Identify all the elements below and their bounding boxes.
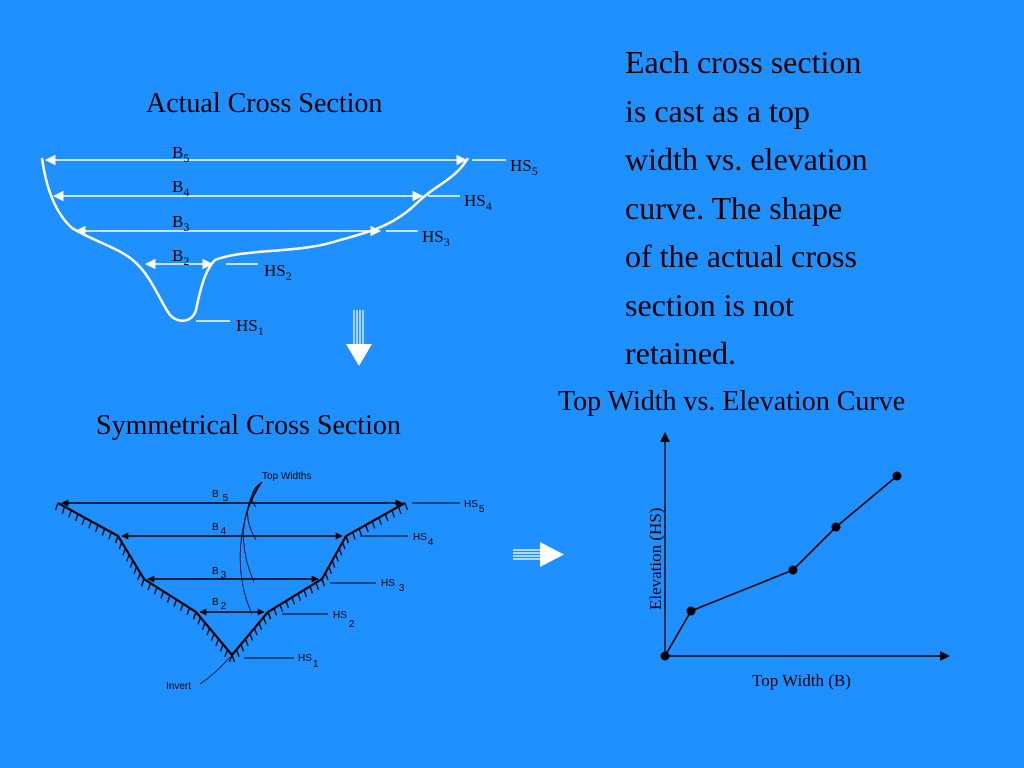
elevation-curve-line [664, 475, 898, 657]
invert-label: Invert [166, 681, 191, 692]
hatch-mark [351, 532, 356, 540]
hatch-mark [303, 589, 308, 598]
invert-leader [199, 656, 231, 685]
curve-point [788, 565, 798, 575]
height-label-hs1: HS1 [236, 316, 264, 338]
description-line: of the actual cross [625, 238, 857, 274]
hatch-mark [273, 608, 278, 616]
right-arrow-icon [513, 542, 564, 567]
hatch-mark [315, 582, 320, 590]
hatch-mark [61, 506, 66, 514]
hatch-mark [365, 524, 369, 533]
curve-point [831, 522, 841, 532]
description-line: curve. The shape [625, 189, 843, 226]
height-label-hs2: HS2 [264, 261, 292, 283]
width-label-b2: B2 [172, 246, 189, 268]
y-axis-arrow-icon [660, 432, 670, 442]
hatch-mark [321, 578, 326, 587]
hatch-mark [74, 513, 79, 522]
hatch-mark [358, 528, 363, 536]
hatch-mark [384, 513, 389, 522]
hatch-mark [404, 502, 409, 511]
hatch-mark [81, 517, 86, 525]
height-label-hs3: HS3 [422, 227, 450, 249]
description-text: Each cross section is cast as a top widt… [625, 38, 955, 378]
hatch-mark [153, 587, 158, 595]
height-label-hs5: HS5 [510, 156, 538, 178]
symmetrical-cross-section-title: Symmetrical Cross Section [96, 410, 401, 441]
hatch-mark [147, 582, 152, 591]
symmetric-channel-outline [57, 502, 406, 657]
y-axis-label: Elevation (HS) [646, 508, 665, 610]
actual-cross-section-title: Actual Cross Section [146, 88, 383, 119]
width-label-b5: B5 [172, 143, 189, 165]
top-widths-leaders [239, 481, 263, 615]
hatch-mark [279, 604, 284, 612]
hatch-mark [54, 502, 59, 511]
hatch-mark [186, 607, 191, 616]
width-label-b4: B4 [172, 177, 189, 199]
down-arrow-icon [346, 310, 372, 366]
curve-point [892, 471, 902, 481]
sym-height-label-hs4: HS4 [413, 532, 434, 548]
description-line: is cast as a top [625, 92, 810, 129]
top-widths-label: Top Widths [262, 471, 311, 482]
sym-height-label-hs1: HS1 [298, 653, 319, 670]
curve-point [660, 651, 670, 661]
curve-title: Top Width vs. Elevation Curve [558, 386, 906, 417]
hatch-mark [68, 510, 72, 518]
hatch-mark [160, 591, 165, 599]
hatch-mark [285, 600, 290, 609]
hatch-mark [297, 593, 302, 601]
hatch-mark [397, 506, 402, 514]
hatch-mark [391, 510, 396, 518]
hatch-mark [88, 521, 92, 529]
description-line: retained. [625, 335, 737, 371]
sym-height-label-hs5: HS5 [464, 499, 485, 515]
sym-height-label-hs2: HS2 [333, 610, 355, 630]
hatch-mark [140, 578, 145, 587]
description-line: Each cross section [625, 44, 862, 80]
hatch-mark [371, 521, 376, 529]
width-label-b3: B3 [172, 212, 189, 234]
actual-channel-outline [40, 157, 470, 322]
hatch-mark [108, 532, 112, 540]
hatch-mark [173, 599, 178, 607]
sym-height-label-hs3: HS 3 [381, 578, 405, 594]
x-axis-label: Top Width (B) [752, 671, 851, 690]
description-line: section is not [625, 286, 794, 323]
hatch-mark [378, 517, 382, 525]
hatch-mark [101, 528, 106, 536]
x-axis-arrow-icon [940, 651, 950, 661]
description-line: width vs. elevation [625, 141, 868, 177]
hatch-mark [179, 603, 184, 611]
hatch-mark [94, 524, 99, 533]
hatch-mark [291, 597, 296, 605]
hatch-mark [309, 586, 314, 594]
hatch-mark [166, 595, 171, 603]
height-label-hs4: HS4 [464, 191, 492, 213]
curve-point [686, 606, 696, 616]
